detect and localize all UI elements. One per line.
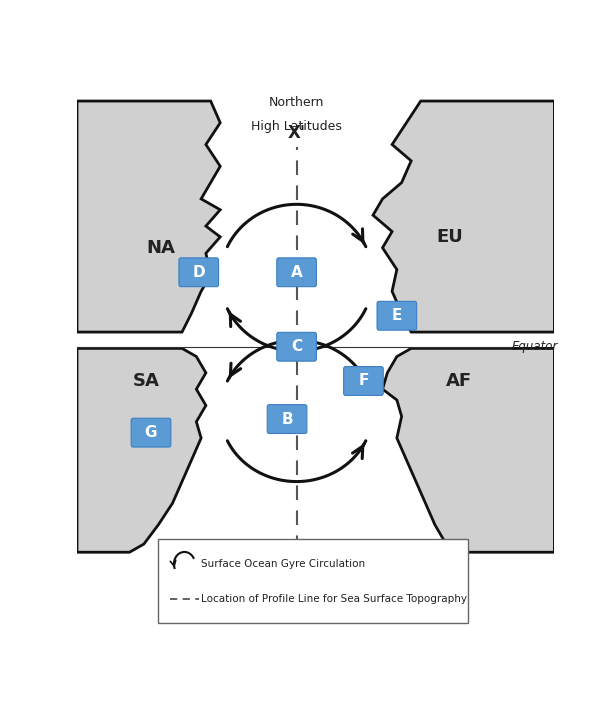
Polygon shape bbox=[77, 101, 221, 332]
Text: F: F bbox=[359, 373, 368, 388]
FancyBboxPatch shape bbox=[277, 333, 317, 361]
Polygon shape bbox=[373, 101, 554, 332]
Text: High Latitudes: High Latitudes bbox=[251, 587, 342, 601]
Text: Equator: Equator bbox=[511, 340, 558, 353]
Bar bbox=[158, 539, 469, 623]
FancyBboxPatch shape bbox=[344, 366, 383, 395]
Text: Northern: Northern bbox=[269, 96, 324, 109]
Text: Surface Ocean Gyre Circulation: Surface Ocean Gyre Circulation bbox=[201, 559, 365, 569]
FancyBboxPatch shape bbox=[179, 258, 219, 287]
Text: Southern: Southern bbox=[268, 563, 325, 577]
FancyBboxPatch shape bbox=[277, 258, 317, 287]
Text: G: G bbox=[145, 425, 157, 440]
Text: B: B bbox=[282, 412, 293, 426]
Text: E: E bbox=[392, 309, 402, 323]
Text: C: C bbox=[291, 340, 302, 354]
Text: X: X bbox=[290, 555, 303, 573]
Text: NA: NA bbox=[146, 239, 175, 257]
Text: X': X' bbox=[288, 124, 306, 142]
Text: High Latitudes: High Latitudes bbox=[251, 120, 342, 133]
Text: A: A bbox=[291, 265, 302, 280]
Text: D: D bbox=[192, 265, 205, 280]
Text: Location of Profile Line for Sea Surface Topography: Location of Profile Line for Sea Surface… bbox=[201, 594, 467, 604]
FancyBboxPatch shape bbox=[267, 405, 307, 433]
Polygon shape bbox=[383, 348, 554, 552]
Text: AF: AF bbox=[446, 372, 472, 390]
FancyBboxPatch shape bbox=[377, 301, 416, 330]
Polygon shape bbox=[77, 348, 206, 552]
FancyBboxPatch shape bbox=[131, 418, 171, 447]
Text: EU: EU bbox=[436, 228, 463, 246]
Text: SA: SA bbox=[133, 372, 160, 390]
